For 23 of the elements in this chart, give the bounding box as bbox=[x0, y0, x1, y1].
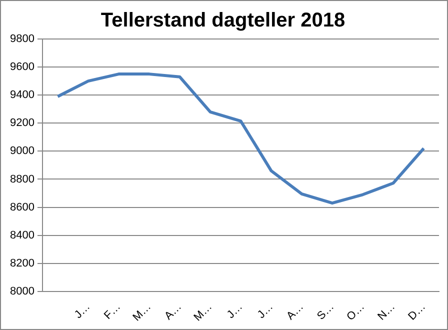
y-tick-label: 8400 bbox=[10, 229, 34, 242]
y-tick-label: 8800 bbox=[10, 173, 34, 186]
x-tick-label: J… bbox=[224, 300, 245, 322]
x-tick-label: D… bbox=[406, 300, 428, 323]
y-tick-label: 9000 bbox=[10, 145, 34, 158]
x-tick-label: J… bbox=[72, 300, 92, 322]
y-tick-label: 9400 bbox=[10, 89, 34, 102]
y-tick-label: 8600 bbox=[10, 201, 34, 214]
y-tick-label: 9200 bbox=[10, 117, 34, 130]
x-tick-label: O… bbox=[344, 300, 368, 324]
chart-title: Tellerstand dagteller 2018 bbox=[100, 10, 346, 32]
x-tick-label: M… bbox=[192, 300, 214, 324]
x-tick-label: J… bbox=[255, 300, 276, 322]
x-tick-label: A… bbox=[284, 300, 306, 322]
x-tick-label: S… bbox=[315, 300, 337, 322]
y-tick-label: 9800 bbox=[10, 33, 34, 46]
x-tick-label: A… bbox=[162, 300, 184, 322]
y-tick-label: 9600 bbox=[10, 61, 34, 74]
y-tick-label: 8000 bbox=[10, 285, 34, 298]
x-tick-label: N… bbox=[376, 300, 398, 323]
x-tick-label: M… bbox=[130, 300, 154, 324]
y-tick-label: 8200 bbox=[10, 257, 34, 270]
x-tick-label: F… bbox=[102, 300, 123, 322]
